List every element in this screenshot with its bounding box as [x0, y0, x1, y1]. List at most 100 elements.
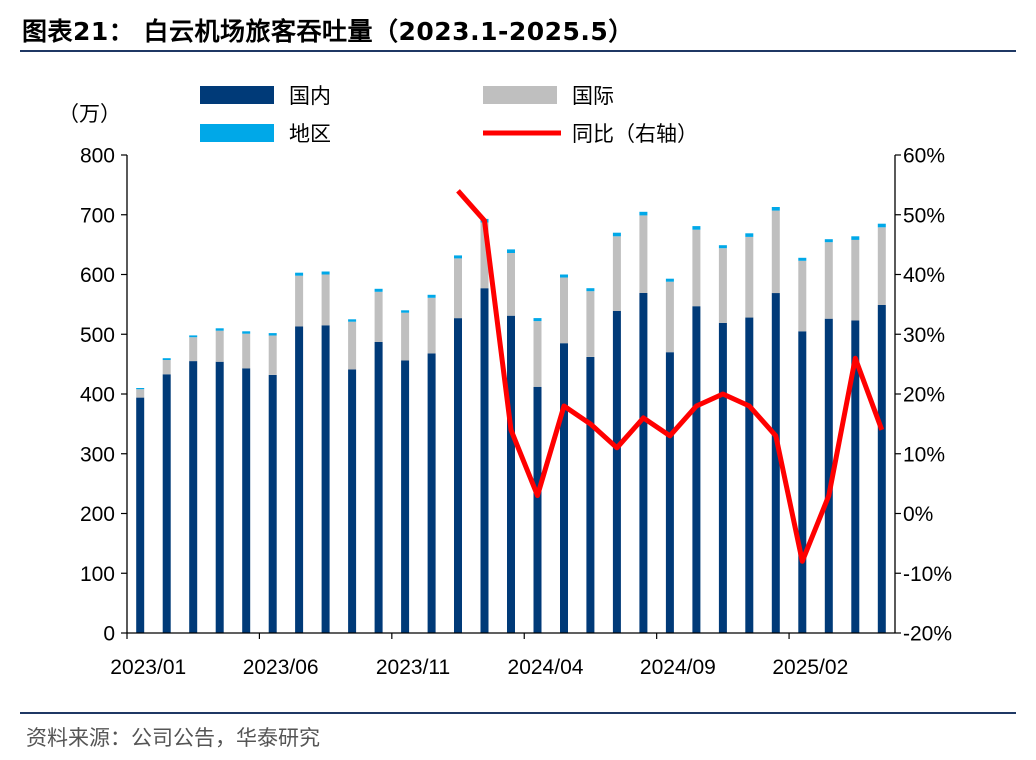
- chart-title: 图表21： 白云机场旅客吞吐量（2023.1-2025.5）: [22, 17, 634, 46]
- bar-international: [242, 333, 251, 369]
- bar-domestic: [454, 318, 462, 633]
- bar-domestic: [242, 368, 251, 633]
- bar-international: [136, 389, 145, 398]
- bar-regional: [533, 318, 542, 322]
- y2-tick-label: 10%: [903, 443, 945, 466]
- bar-domestic: [321, 325, 330, 633]
- y2-tick-label: 50%: [903, 204, 945, 227]
- bar-regional: [639, 211, 648, 216]
- bar-domestic: [295, 326, 304, 633]
- bar-international: [798, 260, 807, 332]
- bar-international: [348, 321, 357, 370]
- bar-international: [189, 337, 198, 362]
- bar-domestic: [480, 288, 489, 633]
- bar-international: [268, 335, 277, 375]
- bar-international: [639, 215, 648, 293]
- bar-international: [427, 297, 436, 354]
- bar-domestic: [692, 306, 701, 633]
- bar-domestic: [665, 352, 674, 633]
- bar-regional: [427, 294, 436, 298]
- bar-international: [824, 242, 833, 319]
- bar-domestic: [639, 293, 648, 633]
- legend-international-label: 国际: [572, 84, 614, 108]
- bar-domestic: [401, 360, 410, 633]
- bar-domestic: [533, 386, 542, 633]
- bar-international: [560, 277, 568, 344]
- legend-domestic-swatch: [200, 86, 274, 104]
- bar-international: [771, 210, 780, 294]
- bar-regional: [321, 271, 330, 275]
- bar-international: [480, 222, 489, 289]
- y2-tick-label: -10%: [903, 563, 952, 586]
- bar-regional: [268, 333, 277, 336]
- bar-international: [162, 359, 171, 375]
- bar-domestic: [851, 320, 860, 633]
- bar-international: [718, 248, 727, 323]
- bar-regional: [877, 223, 886, 228]
- bar-international: [533, 321, 542, 387]
- bar-domestic: [612, 310, 621, 633]
- bar-domestic: [771, 293, 780, 633]
- bar-international: [586, 291, 595, 357]
- bar-regional: [348, 319, 357, 322]
- bar-domestic: [427, 353, 436, 633]
- bar-domestic: [824, 318, 833, 633]
- legend-regional-label: 地区: [289, 122, 331, 146]
- bar-regional: [692, 226, 701, 230]
- bar-domestic: [162, 374, 171, 633]
- bar-domestic: [745, 317, 754, 633]
- bar-regional: [798, 257, 807, 261]
- bar-regional: [612, 232, 621, 237]
- bar-domestic: [877, 305, 886, 633]
- bar-regional: [454, 255, 462, 259]
- y-tick-label: 800: [80, 145, 115, 168]
- y-axis-unit-label: （万）: [58, 103, 121, 126]
- bar-regional: [665, 278, 674, 282]
- bar-regional: [718, 245, 727, 249]
- bar-international: [321, 274, 330, 326]
- bar-regional: [824, 239, 833, 243]
- x-tick-label: 2024/09: [640, 656, 716, 679]
- y2-tick-label: -20%: [903, 623, 952, 646]
- y-tick-label: 600: [80, 264, 115, 287]
- bar-international: [454, 258, 462, 319]
- legend-domestic-label: 国内: [289, 84, 331, 108]
- bar-domestic: [374, 342, 383, 633]
- x-tick-label: 2025/02: [772, 656, 848, 679]
- bar-regional: [189, 335, 198, 338]
- bar-domestic: [798, 331, 807, 633]
- axes-group: 0 100 200 300 400 500 600 700 800 -20% -10% 0% 10% 20…: [80, 145, 952, 680]
- bar-international: [851, 239, 860, 321]
- bar-regional: [374, 288, 383, 292]
- bar-international: [612, 236, 621, 311]
- bar-domestic: [718, 322, 727, 633]
- bar-regional: [560, 274, 568, 278]
- legend-domestic: 国内: [200, 84, 331, 108]
- y-tick-label: 200: [80, 503, 115, 526]
- bar-international: [745, 236, 754, 318]
- bar-international: [877, 227, 886, 305]
- bar-regional: [586, 288, 595, 292]
- y-tick-label: 500: [80, 324, 115, 347]
- bar-regional: [162, 358, 171, 360]
- bar-regional: [215, 328, 224, 331]
- bar-international: [401, 312, 410, 361]
- y-tick-label: 700: [80, 204, 115, 227]
- bar-regional: [745, 233, 754, 237]
- y2-tick-label: 0%: [903, 503, 933, 526]
- bar-regional: [851, 236, 860, 240]
- x-tick-label: 2023/11: [376, 656, 450, 679]
- legend-yoy: 同比（右轴）: [483, 122, 698, 146]
- y2-tick-label: 60%: [903, 145, 945, 168]
- yoy-line: [456, 189, 885, 564]
- legend-yoy-label: 同比（右轴）: [572, 122, 698, 146]
- y2-tick-label: 20%: [903, 384, 945, 407]
- bar-regional: [771, 207, 780, 211]
- title-rule: [20, 50, 1016, 52]
- footer-rule: [20, 712, 1016, 714]
- y-tick-label: 100: [80, 563, 115, 586]
- bar-regional: [401, 310, 410, 313]
- bar-domestic: [215, 361, 224, 633]
